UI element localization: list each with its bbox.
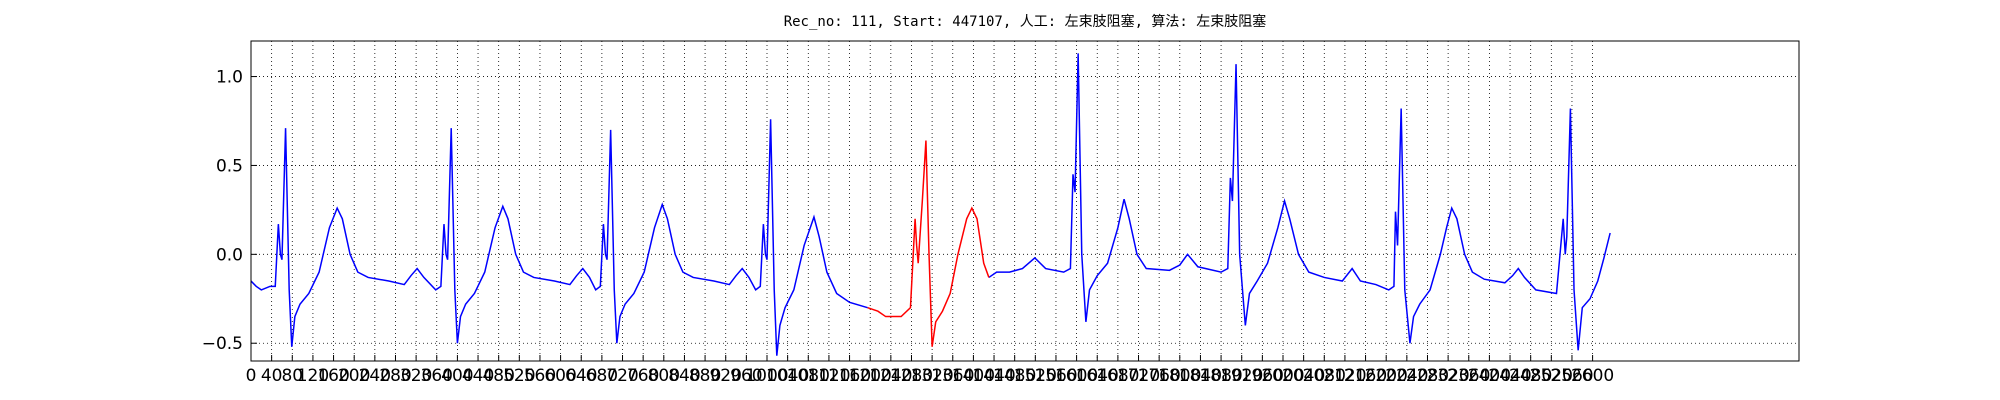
x-tick-label: 160 bbox=[317, 366, 349, 386]
x-tick-label: 2440 bbox=[1488, 366, 1531, 386]
x-tick-label: 120 bbox=[297, 366, 329, 386]
x-tick-label: 400 bbox=[441, 366, 473, 386]
x-tick-label: 1320 bbox=[910, 366, 953, 386]
x-tick-label: 1240 bbox=[869, 366, 912, 386]
y-tick-label: 1.0 bbox=[216, 68, 243, 88]
x-tick-label: 2400 bbox=[1468, 366, 1511, 386]
x-tick-label: 1840 bbox=[1179, 366, 1222, 386]
x-tick-label: 800 bbox=[648, 366, 680, 386]
x-tick-label: 320 bbox=[400, 366, 432, 386]
x-tick-label: 760 bbox=[627, 366, 659, 386]
x-tick-label: 1360 bbox=[931, 366, 974, 386]
x-tick-label: 1920 bbox=[1220, 366, 1263, 386]
x-tick-label: 2040 bbox=[1282, 366, 1325, 386]
x-tick-label: 1960 bbox=[1241, 366, 1284, 386]
x-tick-label: 440 bbox=[462, 366, 494, 386]
ecg-line bbox=[250, 53, 1611, 356]
x-tick-label: 1200 bbox=[849, 366, 892, 386]
x-tick-label: 1720 bbox=[1117, 366, 1160, 386]
x-tick-label: 2520 bbox=[1530, 366, 1573, 386]
x-tick-label: 1520 bbox=[1014, 366, 1057, 386]
x-tick-label: 1040 bbox=[766, 366, 809, 386]
chart-title: Rec_no: 111, Start: 447107, 人工: 左束肢阻塞, 算… bbox=[784, 13, 1267, 30]
y-tick-label: 0.5 bbox=[216, 156, 243, 176]
x-tick-label: 2000 bbox=[1261, 366, 1304, 386]
y-tick-label: 0.0 bbox=[216, 245, 243, 265]
x-tick-label: 520 bbox=[503, 366, 535, 386]
x-tick-label: 1080 bbox=[787, 366, 830, 386]
x-tick-label: 200 bbox=[338, 366, 370, 386]
x-tick-label: 1400 bbox=[952, 366, 995, 386]
x-tick-label: 1760 bbox=[1138, 366, 1181, 386]
x-tick-label: 560 bbox=[524, 366, 556, 386]
x-tick-label: 2200 bbox=[1365, 366, 1408, 386]
x-tick-label: 1160 bbox=[828, 366, 871, 386]
x-tick-label: 2560 bbox=[1550, 366, 1593, 386]
x-tick-label: 640 bbox=[565, 366, 597, 386]
x-tick-label: 2600 bbox=[1571, 366, 1614, 386]
x-tick-label: 40 bbox=[261, 366, 283, 386]
x-tick-label: 240 bbox=[359, 366, 391, 386]
x-tick-label: 480 bbox=[482, 366, 514, 386]
x-tick-label: 1280 bbox=[890, 366, 933, 386]
x-tick-label: 2160 bbox=[1344, 366, 1387, 386]
x-tick-label: 1680 bbox=[1096, 366, 1139, 386]
x-tick-label: 0 bbox=[246, 366, 257, 386]
x-tick-label: 1800 bbox=[1158, 366, 1201, 386]
x-tick-label: 80 bbox=[281, 366, 303, 386]
x-tick-label: 960 bbox=[730, 366, 762, 386]
x-tick-label: 2280 bbox=[1406, 366, 1449, 386]
plot-frame bbox=[250, 40, 1800, 362]
x-tick-label: 1600 bbox=[1055, 366, 1098, 386]
x-tick-label: 880 bbox=[689, 366, 721, 386]
x-tick-label: 2080 bbox=[1303, 366, 1346, 386]
x-tick-label: 1880 bbox=[1199, 366, 1242, 386]
x-tick-label: 2240 bbox=[1385, 366, 1428, 386]
x-tick-label: 720 bbox=[606, 366, 638, 386]
x-tick-label: 1000 bbox=[745, 366, 788, 386]
x-tick-label: 2320 bbox=[1426, 366, 1469, 386]
x-tick-label: 920 bbox=[709, 366, 741, 386]
x-tick-label: 600 bbox=[544, 366, 576, 386]
x-tick-label: 360 bbox=[421, 366, 453, 386]
ecg-line bbox=[867, 140, 990, 347]
x-tick-label: 1440 bbox=[972, 366, 1015, 386]
x-tick-label: 1560 bbox=[1034, 366, 1077, 386]
x-tick-label: 2360 bbox=[1447, 366, 1490, 386]
x-tick-label: 840 bbox=[668, 366, 700, 386]
x-tick-label: 1120 bbox=[807, 366, 850, 386]
x-tick-label: 1640 bbox=[1076, 366, 1119, 386]
x-tick-label: 2120 bbox=[1323, 366, 1366, 386]
x-tick-label: 680 bbox=[586, 366, 618, 386]
x-tick-label: 280 bbox=[379, 366, 411, 386]
y-tick-label: −0.5 bbox=[202, 334, 243, 354]
x-tick-label: 2480 bbox=[1509, 366, 1552, 386]
x-tick-label: 1480 bbox=[993, 366, 1036, 386]
